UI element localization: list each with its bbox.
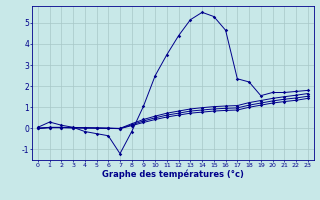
X-axis label: Graphe des températures (°c): Graphe des températures (°c) — [102, 169, 244, 179]
